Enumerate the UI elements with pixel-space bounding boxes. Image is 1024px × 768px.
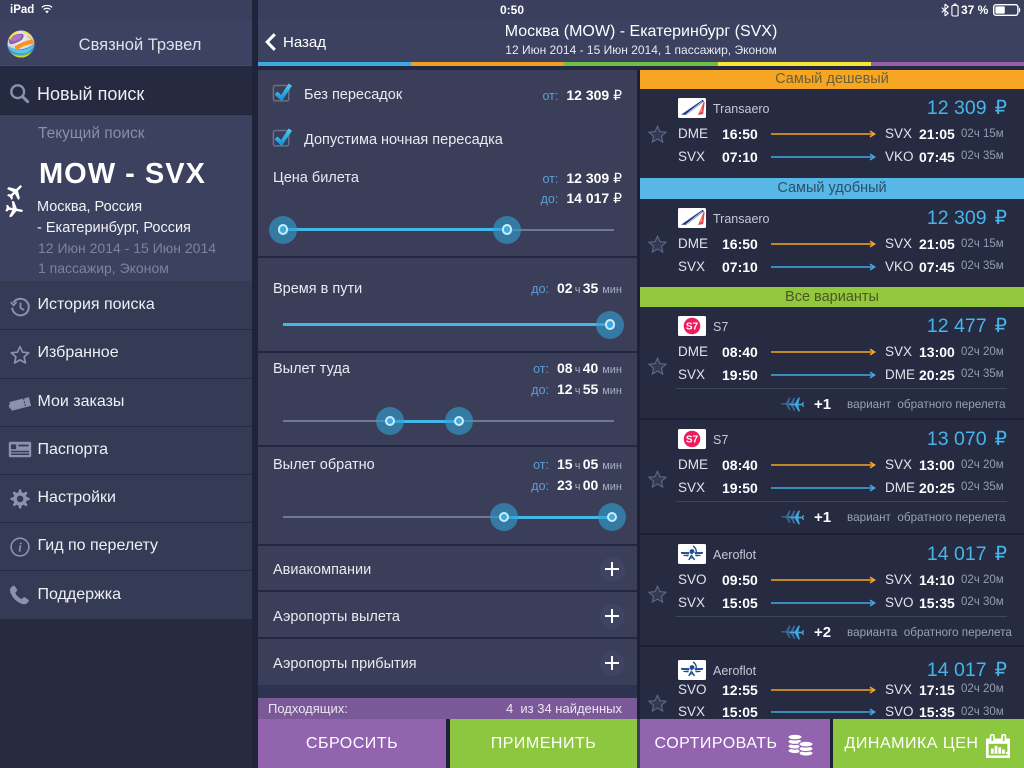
svg-text:i: i — [18, 540, 22, 554]
svg-text:S7: S7 — [686, 321, 699, 332]
svg-text:S7: S7 — [686, 434, 699, 445]
